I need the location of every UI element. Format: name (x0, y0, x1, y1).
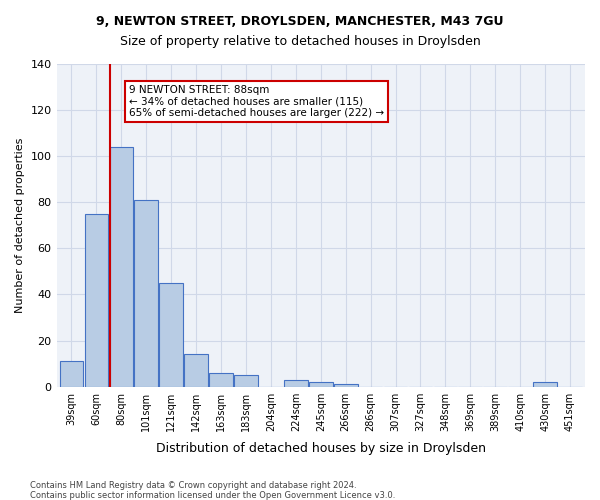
Bar (234, 375, 258, 386)
Text: Contains HM Land Registry data © Crown copyright and database right 2024.: Contains HM Land Registry data © Crown c… (30, 481, 356, 490)
X-axis label: Distribution of detached houses by size in Droylsden: Distribution of detached houses by size … (156, 442, 486, 455)
Text: 9, NEWTON STREET, DROYLSDEN, MANCHESTER, M43 7GU: 9, NEWTON STREET, DROYLSDEN, MANCHESTER,… (96, 15, 504, 28)
Bar (284, 380, 308, 386)
Bar (110, 147, 133, 386)
Text: Size of property relative to detached houses in Droylsden: Size of property relative to detached ho… (119, 35, 481, 48)
Text: Contains public sector information licensed under the Open Government Licence v3: Contains public sector information licen… (30, 491, 395, 500)
Bar (309, 382, 332, 386)
Y-axis label: Number of detached properties: Number of detached properties (15, 138, 25, 313)
Bar (160, 283, 183, 387)
Bar (184, 354, 208, 386)
Bar (85, 214, 108, 386)
Bar (134, 200, 158, 386)
Bar (59, 362, 83, 386)
Text: 9 NEWTON STREET: 88sqm
← 34% of detached houses are smaller (115)
65% of semi-de: 9 NEWTON STREET: 88sqm ← 34% of detached… (129, 84, 384, 118)
Bar (334, 384, 358, 386)
Bar (533, 382, 557, 386)
Bar (209, 373, 233, 386)
